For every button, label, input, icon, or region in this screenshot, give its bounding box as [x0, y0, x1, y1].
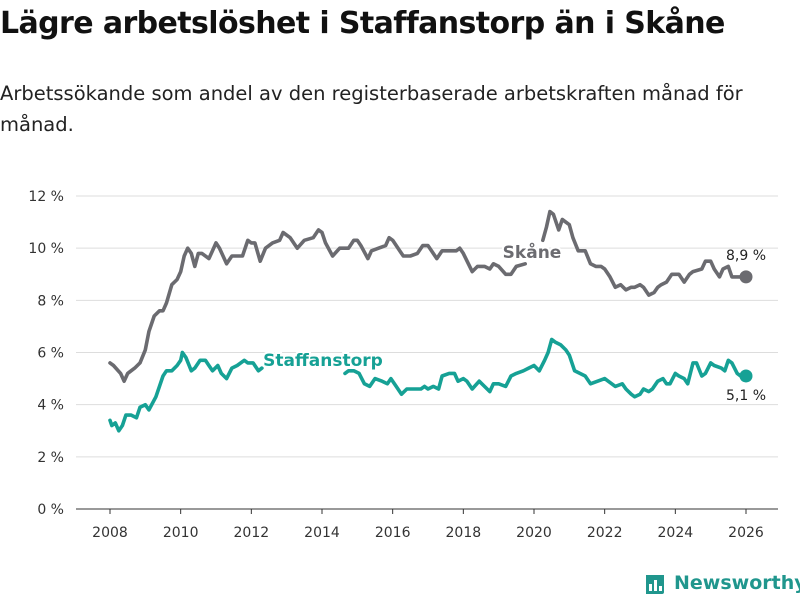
y-tick-label: 10 % — [28, 241, 64, 257]
x-tick-label: 2012 — [234, 525, 270, 541]
x-axis: 2008 2010 2012 2014 2016 2018 2020 2022 2024 2026 — [76, 508, 778, 541]
grid-lines — [76, 195, 778, 458]
brand-name: Newsworthy — [674, 572, 800, 594]
y-tick-label: 0 % — [37, 502, 64, 518]
series-label-staffanstorp: Staffanstorp — [263, 351, 383, 371]
series-group — [108, 209, 753, 433]
x-tick-label: 2018 — [446, 525, 482, 541]
series-line-skane — [108, 209, 748, 383]
y-tick-label: 6 % — [37, 346, 64, 362]
end-point-skane — [739, 270, 753, 284]
series-line-staffanstorp — [108, 337, 748, 433]
x-tick-label: 2022 — [587, 525, 623, 541]
x-tick-label: 2010 — [163, 525, 199, 541]
y-axis: 0 % 2 % 4 % 6 % 8 % 10 % 12 % — [28, 189, 64, 518]
end-label-staffanstorp: 5,1 % — [726, 388, 766, 404]
end-point-staffanstorp — [739, 369, 753, 383]
newsworthy-bar-chart-icon — [646, 575, 664, 594]
x-tick-label: 2014 — [304, 525, 340, 541]
y-tick-label: 8 % — [37, 293, 64, 309]
y-tick-label: 2 % — [37, 450, 64, 466]
newsworthy-logo[interactable]: Newsworthy — [644, 570, 800, 596]
x-tick-label: 2016 — [375, 525, 411, 541]
y-tick-label: 4 % — [37, 398, 64, 414]
x-tick-label: 2024 — [658, 525, 694, 541]
x-tick-label: 2008 — [92, 525, 128, 541]
x-tick-label: 2026 — [728, 525, 764, 541]
x-tick-label: 2020 — [516, 525, 552, 541]
series-label-skane: Skåne — [503, 241, 562, 263]
label-group: 8,9 % Skåne 5,1 % Staffanstorp — [261, 239, 766, 404]
y-tick-label: 12 % — [28, 189, 64, 205]
chart-title: Lägre arbetslöshet i Staffanstorp än i S… — [0, 6, 725, 41]
end-label-skane: 8,9 % — [726, 248, 766, 264]
chart-subtitle: Arbetssökande som andel av den registerb… — [0, 82, 743, 136]
